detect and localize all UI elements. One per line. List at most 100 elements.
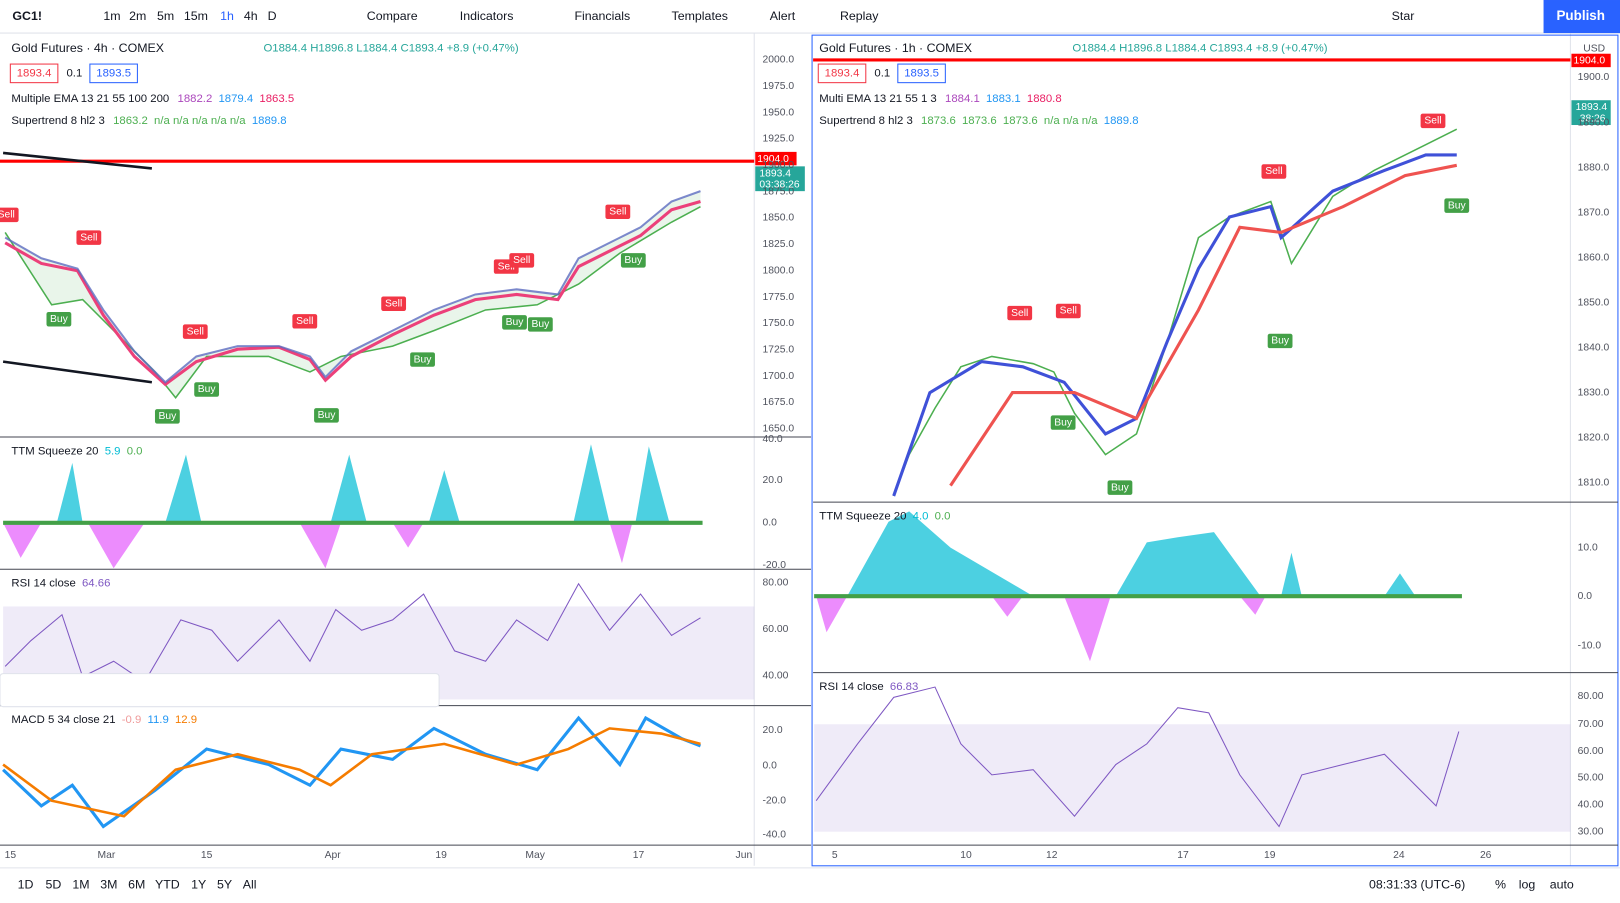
axis-label: 60.00: [762, 624, 788, 635]
signal-label: Buy: [1054, 417, 1073, 428]
toolbar-button[interactable]: Financials: [574, 9, 630, 23]
ohlc: O1884.4 H1896.8 L1884.4 C1893.4 +8.9 (+0…: [263, 43, 518, 55]
interval-button[interactable]: 1m: [103, 9, 120, 23]
interval-button[interactable]: 2m: [129, 9, 146, 23]
countdown: 03:38:26: [759, 180, 799, 191]
last-price: 1893.4: [1576, 102, 1608, 113]
axis-label: 30.00: [1578, 826, 1604, 837]
publish-button[interactable]: [1543, 0, 1620, 34]
log-toggle[interactable]: log: [1519, 878, 1536, 892]
axis-label: 40.00: [1578, 800, 1604, 811]
interval-button[interactable]: 5m: [157, 9, 174, 23]
range-button[interactable]: 3M: [100, 878, 117, 892]
spread: 0.1: [874, 67, 890, 79]
pane-value: 5.9: [105, 446, 121, 458]
time-axis-label: Apr: [325, 850, 342, 861]
axis-label: 40.00: [762, 670, 788, 681]
signal-badge: [194, 382, 220, 397]
signal-badge: [1007, 305, 1033, 321]
time-axis-label: 17: [1177, 850, 1189, 861]
price-axis-label: 1825.0: [762, 239, 794, 250]
time-axis-label: 12: [1046, 850, 1058, 861]
time-axis-label: May: [525, 850, 545, 861]
rsi-line: [815, 686, 1460, 828]
ask: 1893.5: [904, 67, 939, 79]
price-axis-label: 1950.0: [762, 107, 794, 118]
interval-button[interactable]: 15m: [184, 9, 208, 23]
price-axis-label: 1700.0: [762, 371, 794, 382]
price-axis-label: 1830.0: [1578, 388, 1610, 399]
axis-label: 40.0: [762, 434, 782, 445]
signal-badge: [0, 207, 19, 223]
symbol[interactable]: GC1!: [12, 9, 42, 23]
bid: 1893.4: [825, 67, 860, 79]
price-axis-label: 1820.0: [1578, 433, 1610, 444]
indicator-value: 1879.4: [218, 93, 253, 105]
price-line-label: [1571, 53, 1611, 68]
signal-label: Sell: [385, 298, 402, 309]
range-button[interactable]: 1D: [18, 878, 34, 892]
range-button[interactable]: 5Y: [217, 878, 232, 892]
range-button[interactable]: 6M: [128, 878, 145, 892]
time-axis-label: 24: [1393, 850, 1405, 861]
signal-label: Buy: [1111, 482, 1130, 493]
pane-title: MACD 5 34 close 21: [11, 714, 115, 726]
interval-button[interactable]: 1h: [220, 9, 234, 23]
indicator-name: Multiple EMA 13 21 55 100 200: [11, 93, 169, 105]
auto-toggle[interactable]: auto: [1550, 878, 1574, 892]
range-button[interactable]: 1Y: [191, 878, 206, 892]
axis-label: -40.0: [762, 830, 786, 841]
toolbar-button[interactable]: Alert: [770, 9, 796, 23]
bid: 1893.4: [17, 67, 52, 79]
time-axis-label: 19: [1264, 850, 1276, 861]
signal-label: Sell: [80, 232, 97, 243]
drawing-toolbar[interactable]: [0, 673, 440, 708]
toolbar-button[interactable]: Replay: [840, 9, 879, 23]
toolbar-button[interactable]: Indicators: [460, 9, 514, 23]
price-axis-label: 1650.0: [762, 424, 794, 435]
range-button[interactable]: All: [243, 878, 257, 892]
indicator-value: 1889.8: [252, 115, 287, 127]
publish-label[interactable]: Publish: [1556, 8, 1604, 23]
time-axis-label: 19: [435, 850, 447, 861]
squeeze-histogram: [3, 444, 1462, 662]
time-axis-label: Mar: [98, 850, 116, 861]
signal-label: Buy: [506, 317, 525, 328]
signal-badge: [154, 409, 180, 424]
toolbar-button[interactable]: Templates: [672, 9, 728, 23]
price-axis-label: 1810.0: [1578, 478, 1610, 489]
time-axis-label: 15: [5, 850, 17, 861]
interval-button[interactable]: D: [268, 9, 277, 23]
pane-value: 66.83: [890, 681, 918, 693]
toolbar-button[interactable]: Compare: [367, 9, 418, 23]
pane-value: 12.9: [175, 714, 197, 726]
range-button[interactable]: 5D: [45, 878, 61, 892]
indicator-value: 1884.1: [945, 93, 980, 105]
signal-label: Buy: [318, 410, 337, 421]
supertrend-line: [892, 128, 1458, 497]
axis-label: 10.0: [1578, 542, 1598, 553]
last-price: 1893.4: [759, 168, 791, 179]
signal-badge: [620, 253, 646, 268]
ask-box: [897, 63, 946, 84]
chart-title: Gold Futures · 4h · COMEX: [11, 41, 164, 55]
spread: 0.1: [66, 67, 82, 79]
rsi-band: [814, 724, 1571, 832]
signal-label: Buy: [414, 354, 433, 365]
price-axis-label: 1800.0: [762, 265, 794, 276]
range-button[interactable]: 1M: [72, 878, 89, 892]
signal-badge: [46, 312, 72, 327]
percent-toggle[interactable]: %: [1495, 878, 1506, 892]
interval-button[interactable]: 4h: [244, 9, 258, 23]
signal-label: Sell: [1060, 306, 1077, 317]
price-axis-label: 1900.0: [1578, 72, 1610, 83]
signal-label: Buy: [624, 255, 643, 266]
signal-badge: [292, 314, 318, 329]
range-button[interactable]: YTD: [155, 878, 180, 892]
price-line-value: 1904.0: [757, 154, 789, 165]
ask-box: [89, 63, 138, 84]
star-button[interactable]: Star: [1392, 9, 1415, 23]
price-axis-label: 1975.0: [762, 81, 794, 92]
price-axis-label: 1925.0: [762, 134, 794, 145]
